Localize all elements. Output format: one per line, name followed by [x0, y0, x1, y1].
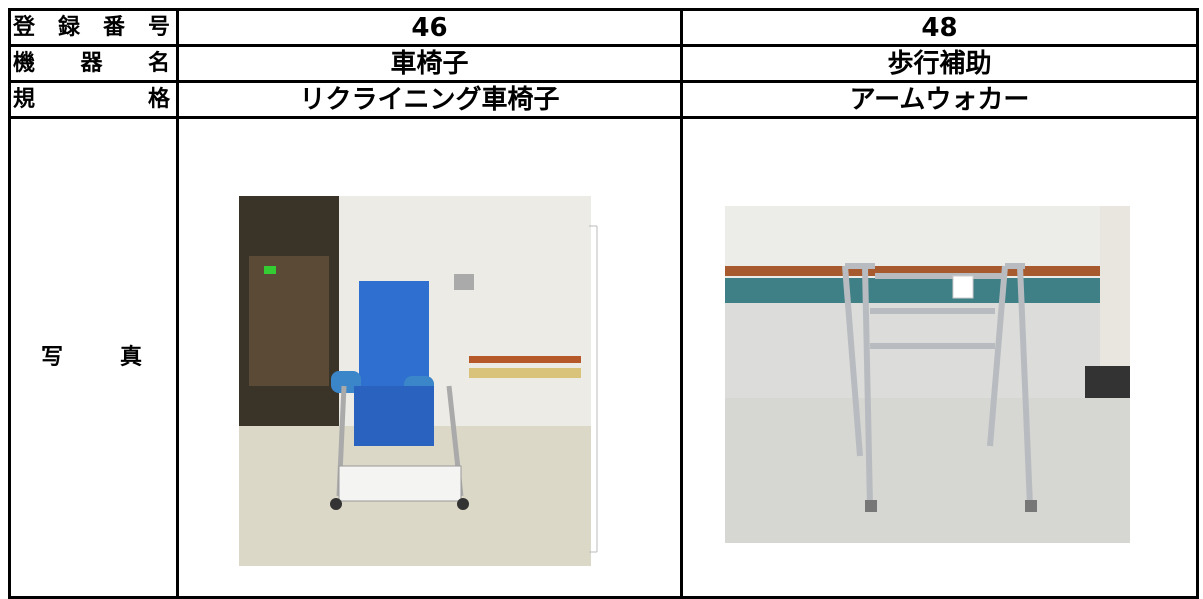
walker-photo: [725, 206, 1130, 543]
cell: リクライニング車椅子: [176, 80, 683, 119]
wheelchair-photo: [239, 196, 598, 566]
row: 機器名 車椅子 歩行補助: [8, 44, 1199, 83]
row-label: 機器名: [8, 44, 179, 83]
cell: 歩行補助: [680, 44, 1199, 83]
page: 登録番号 46 48 機器名 車椅子 歩行補助 規格 リクライニング車椅子 アー…: [8, 8, 1199, 599]
cell: アームウォカー: [680, 80, 1199, 119]
row: 登録番号 46 48: [8, 8, 1199, 47]
equipment-table: 登録番号 46 48 機器名 車椅子 歩行補助 規格 リクライニング車椅子 アー…: [8, 8, 1199, 599]
cell: 46: [176, 8, 683, 47]
cell: 48: [680, 8, 1199, 47]
row-label: 登録番号: [8, 8, 179, 47]
cell: 車椅子: [176, 44, 683, 83]
row-label: 規格: [8, 80, 179, 119]
row-label: 写真: [8, 116, 179, 599]
row: 規格 リクライニング車椅子 アームウォカー: [8, 80, 1199, 119]
